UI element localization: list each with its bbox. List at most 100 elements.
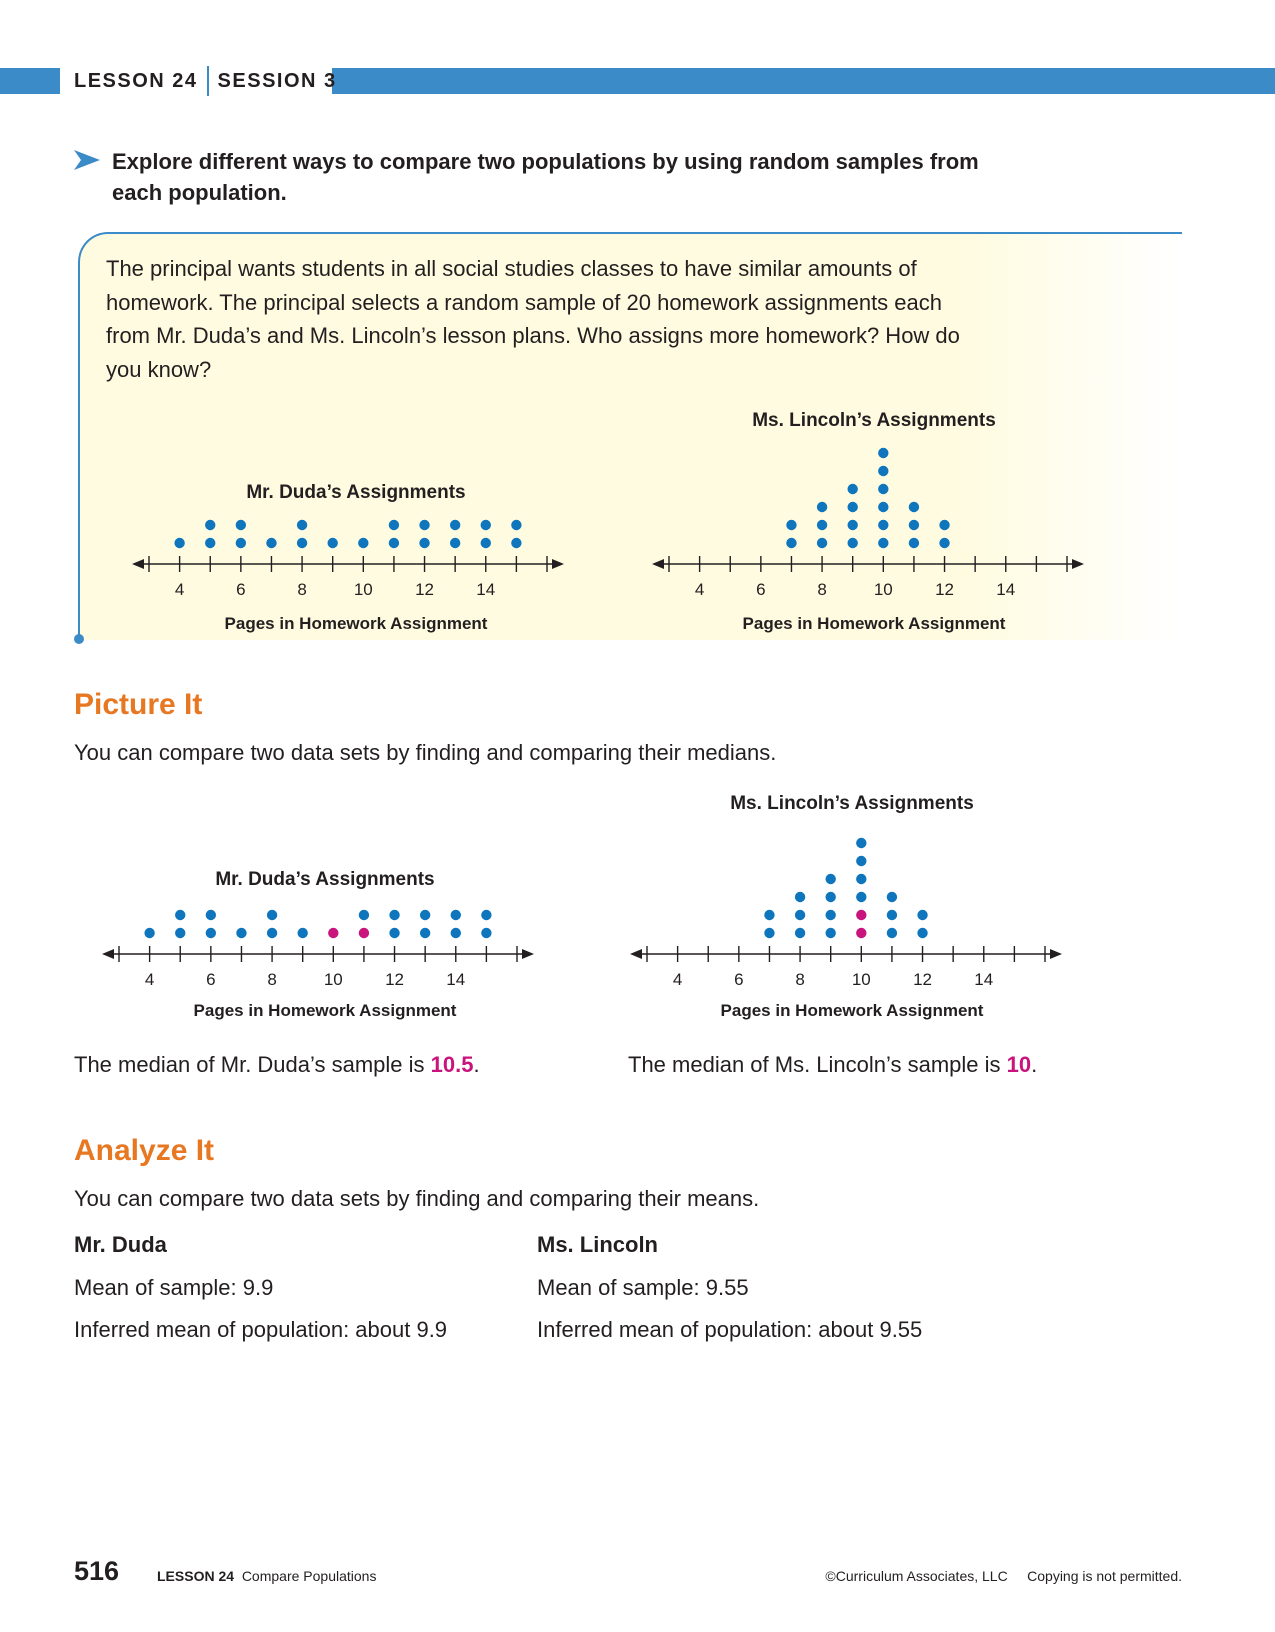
tick-label: 14 bbox=[446, 970, 465, 989]
median-duda-prefix: The median of Mr. Duda’s sample is bbox=[74, 1052, 431, 1077]
median-dot bbox=[856, 927, 867, 939]
data-dot bbox=[794, 891, 806, 903]
data-dot bbox=[816, 537, 828, 549]
picture-it-text: You can compare two data sets by finding… bbox=[74, 740, 777, 765]
tick-label: 10 bbox=[874, 580, 893, 599]
number-line bbox=[132, 559, 564, 569]
data-dot bbox=[296, 519, 308, 531]
data-dot bbox=[886, 927, 898, 939]
axis-label-duda-top: Pages in Homework Assignment bbox=[224, 614, 488, 633]
mean-lincoln-inferred: Inferred mean of population: about 9.55 bbox=[537, 1317, 923, 1342]
axis-label-duda-median: Pages in Homework Assignment bbox=[193, 1001, 457, 1020]
axis-label-lincoln-top: Pages in Homework Assignment bbox=[742, 614, 1006, 633]
tick-label: 10 bbox=[852, 970, 871, 989]
data-dot bbox=[786, 519, 797, 531]
data-dot bbox=[908, 519, 920, 531]
lesson-label: LESSON 24 bbox=[74, 69, 198, 92]
axis-label-lincoln-median: Pages in Homework Assignment bbox=[720, 1001, 984, 1020]
chart-title-duda-median: Mr. Duda’s Assignments bbox=[215, 869, 435, 890]
arrow-right-icon bbox=[1050, 949, 1062, 959]
data-dot bbox=[825, 927, 836, 939]
data-dot bbox=[175, 909, 186, 921]
data-dot bbox=[235, 537, 247, 549]
number-line bbox=[630, 949, 1062, 959]
arrow-left-icon bbox=[652, 559, 664, 569]
label-separator bbox=[206, 66, 209, 96]
data-dot bbox=[794, 927, 806, 939]
arrow-right-icon bbox=[1072, 559, 1084, 569]
data-dot bbox=[358, 537, 369, 549]
tick-label: 14 bbox=[476, 580, 495, 599]
median-duda-value: 10.5 bbox=[430, 1052, 474, 1077]
dot-plot-duda-top: 4 6 8 10 12 14 bbox=[132, 519, 564, 599]
median-lincoln-value: 10 bbox=[1006, 1052, 1032, 1077]
data-dot bbox=[908, 537, 920, 549]
lesson-session-label: LESSON 24 SESSION 3 bbox=[74, 66, 337, 96]
tick-label: 8 bbox=[267, 970, 276, 989]
mean-duda: Mr. Duda Mean of sample: 9.9 Inferred me… bbox=[74, 1232, 447, 1343]
data-dot bbox=[266, 927, 278, 939]
data-dot bbox=[816, 519, 828, 531]
footer-copyright: ©Curriculum Associates, LLC Copying is n… bbox=[825, 1568, 1182, 1584]
session-label: SESSION 3 bbox=[217, 69, 337, 92]
data-dot bbox=[205, 519, 216, 531]
tick-label: 14 bbox=[996, 580, 1015, 599]
tick-label: 8 bbox=[795, 970, 804, 989]
data-dot bbox=[419, 519, 430, 531]
median-lincoln-period: . bbox=[1031, 1052, 1038, 1077]
tick-label: 10 bbox=[354, 580, 373, 599]
data-dot bbox=[856, 873, 867, 885]
footer-lesson-label: LESSON 24 bbox=[157, 1568, 235, 1584]
data-dot bbox=[856, 837, 867, 849]
chart-title-lincoln-median: Ms. Lincoln’s Assignments bbox=[730, 793, 974, 814]
tick-label: 8 bbox=[297, 580, 306, 599]
median-dot bbox=[328, 927, 339, 939]
data-dot bbox=[917, 927, 928, 939]
data-dot bbox=[786, 537, 797, 549]
data-dot bbox=[764, 909, 775, 921]
tick-label: 12 bbox=[415, 580, 434, 599]
page-number: 516 bbox=[74, 1556, 120, 1586]
data-dot bbox=[886, 909, 898, 921]
tick-label: 6 bbox=[206, 970, 215, 989]
data-dot bbox=[236, 927, 247, 939]
tick-label: 14 bbox=[974, 970, 993, 989]
number-line bbox=[102, 949, 534, 959]
median-dot bbox=[358, 927, 370, 939]
data-dot bbox=[205, 537, 216, 549]
arrow-right-icon bbox=[552, 559, 564, 569]
data-dot bbox=[450, 927, 461, 939]
data-dot bbox=[917, 909, 928, 921]
data-dot bbox=[175, 927, 186, 939]
header-band-left bbox=[0, 68, 60, 94]
tick-label: 4 bbox=[695, 580, 704, 599]
data-dot bbox=[939, 519, 950, 531]
number-line bbox=[652, 559, 1084, 569]
data-dot bbox=[266, 537, 277, 549]
data-dot bbox=[856, 855, 867, 867]
chart-title-lincoln-top: Ms. Lincoln’s Assignments bbox=[752, 410, 996, 431]
mean-duda-sample: Mean of sample: 9.9 bbox=[74, 1275, 274, 1300]
intro-text: Explore different ways to compare two po… bbox=[112, 149, 979, 205]
tick-label: 10 bbox=[324, 970, 343, 989]
data-dot bbox=[174, 537, 185, 549]
data-dot bbox=[764, 927, 775, 939]
data-dot bbox=[847, 537, 858, 549]
arrow-icon bbox=[74, 146, 112, 208]
header-band-right bbox=[332, 68, 1275, 94]
data-dot bbox=[419, 927, 431, 939]
data-dot bbox=[296, 537, 308, 549]
data-dot bbox=[358, 909, 370, 921]
data-dot bbox=[205, 927, 217, 939]
arrow-right-icon bbox=[522, 949, 534, 959]
tick-label: 6 bbox=[756, 580, 765, 599]
data-dot bbox=[450, 909, 461, 921]
analyze-it-text: You can compare two data sets by finding… bbox=[74, 1186, 760, 1211]
data-dot bbox=[825, 891, 836, 903]
tick-label: 8 bbox=[817, 580, 826, 599]
data-dot bbox=[327, 537, 338, 549]
data-dot bbox=[297, 927, 308, 939]
data-dot bbox=[205, 909, 217, 921]
data-dot bbox=[481, 927, 492, 939]
problem-text: The principal wants students in all soci… bbox=[106, 256, 960, 382]
